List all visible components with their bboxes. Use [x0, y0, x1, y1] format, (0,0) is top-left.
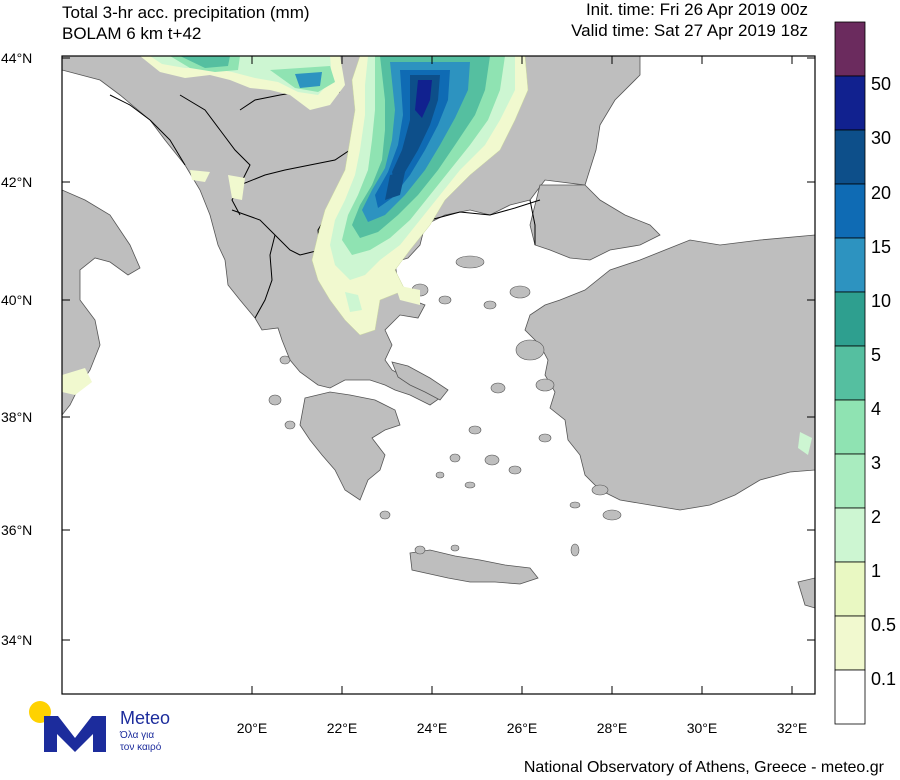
legend-swatch [834, 183, 866, 239]
lat-label: 40°N [1, 292, 32, 308]
valid-time: Valid time: Sat 27 Apr 2019 18z [571, 21, 808, 40]
legend-label: 5 [871, 345, 882, 365]
peloponnese-land [299, 391, 401, 501]
evia-land [391, 361, 449, 401]
legend-label: 3 [871, 453, 882, 473]
footer-credit: National Observatory of Athens, Greece -… [523, 759, 884, 776]
lon-ticks [251, 56, 793, 694]
meteo-logo [29, 701, 106, 752]
logo-name: Meteo [120, 708, 171, 728]
crete-land [409, 549, 539, 585]
thrace-land [529, 184, 661, 261]
lat-labels: 44°N 42°N 40°N 38°N 36°N 34°N [1, 50, 32, 648]
lat-label: 34°N [1, 632, 32, 648]
legend-label: 0.5 [871, 615, 897, 635]
lon-labels: 20°E 22°E 24°E 26°E 28°E 30°E 32°E [237, 720, 808, 736]
legend-swatch [834, 453, 866, 509]
meteo-m-icon [44, 716, 106, 752]
lat-label: 36°N [1, 522, 32, 538]
lon-label: 22°E [327, 720, 358, 736]
legend-swatch [834, 615, 866, 671]
legend-swatch [834, 345, 866, 401]
legend-swatch [834, 21, 866, 77]
legend-label: 30 [871, 128, 892, 148]
model-label: BOLAM 6 km t+42 [62, 24, 202, 43]
lon-label: 28°E [597, 720, 628, 736]
lat-label: 44°N [1, 50, 32, 66]
logo-tagline: Όλα για [120, 730, 155, 741]
map-title: Total 3-hr acc. precipitation (mm) [62, 3, 310, 22]
lon-label: 26°E [507, 720, 538, 736]
legend-label: 4 [871, 399, 882, 419]
legend-swatch [834, 237, 866, 293]
precipitation-field [62, 56, 812, 455]
legend-label: 20 [871, 183, 892, 203]
logo-tagline: τον καιρό [120, 742, 162, 753]
init-time: Init. time: Fri 26 Apr 2019 00z [585, 0, 808, 19]
legend-swatch [834, 291, 866, 347]
lat-label: 42°N [1, 174, 32, 190]
legend-label: 1 [871, 561, 882, 581]
legend-label: 0.1 [871, 669, 897, 689]
map-frame [61, 55, 816, 695]
anatolia-land [524, 234, 815, 511]
legend-label: 50 [871, 74, 892, 94]
lon-label: 20°E [237, 720, 268, 736]
legend-swatch [834, 669, 866, 725]
legend-swatch [834, 129, 866, 185]
lat-label: 38°N [1, 409, 32, 425]
precip-color-legend [834, 21, 866, 725]
lon-label: 24°E [417, 720, 448, 736]
aegean-islands [268, 255, 622, 557]
legend-label: 15 [871, 237, 892, 257]
legend-label: 2 [871, 507, 882, 527]
legend-swatch [834, 561, 866, 617]
cyprus-land [797, 577, 815, 609]
legend-label: 10 [871, 291, 892, 311]
lon-label: 32°E [777, 720, 808, 736]
lon-label: 30°E [687, 720, 718, 736]
legend-swatch [834, 75, 866, 131]
legend-swatch [834, 507, 866, 563]
legend-swatch [834, 399, 866, 455]
lat-ticks [62, 57, 815, 641]
